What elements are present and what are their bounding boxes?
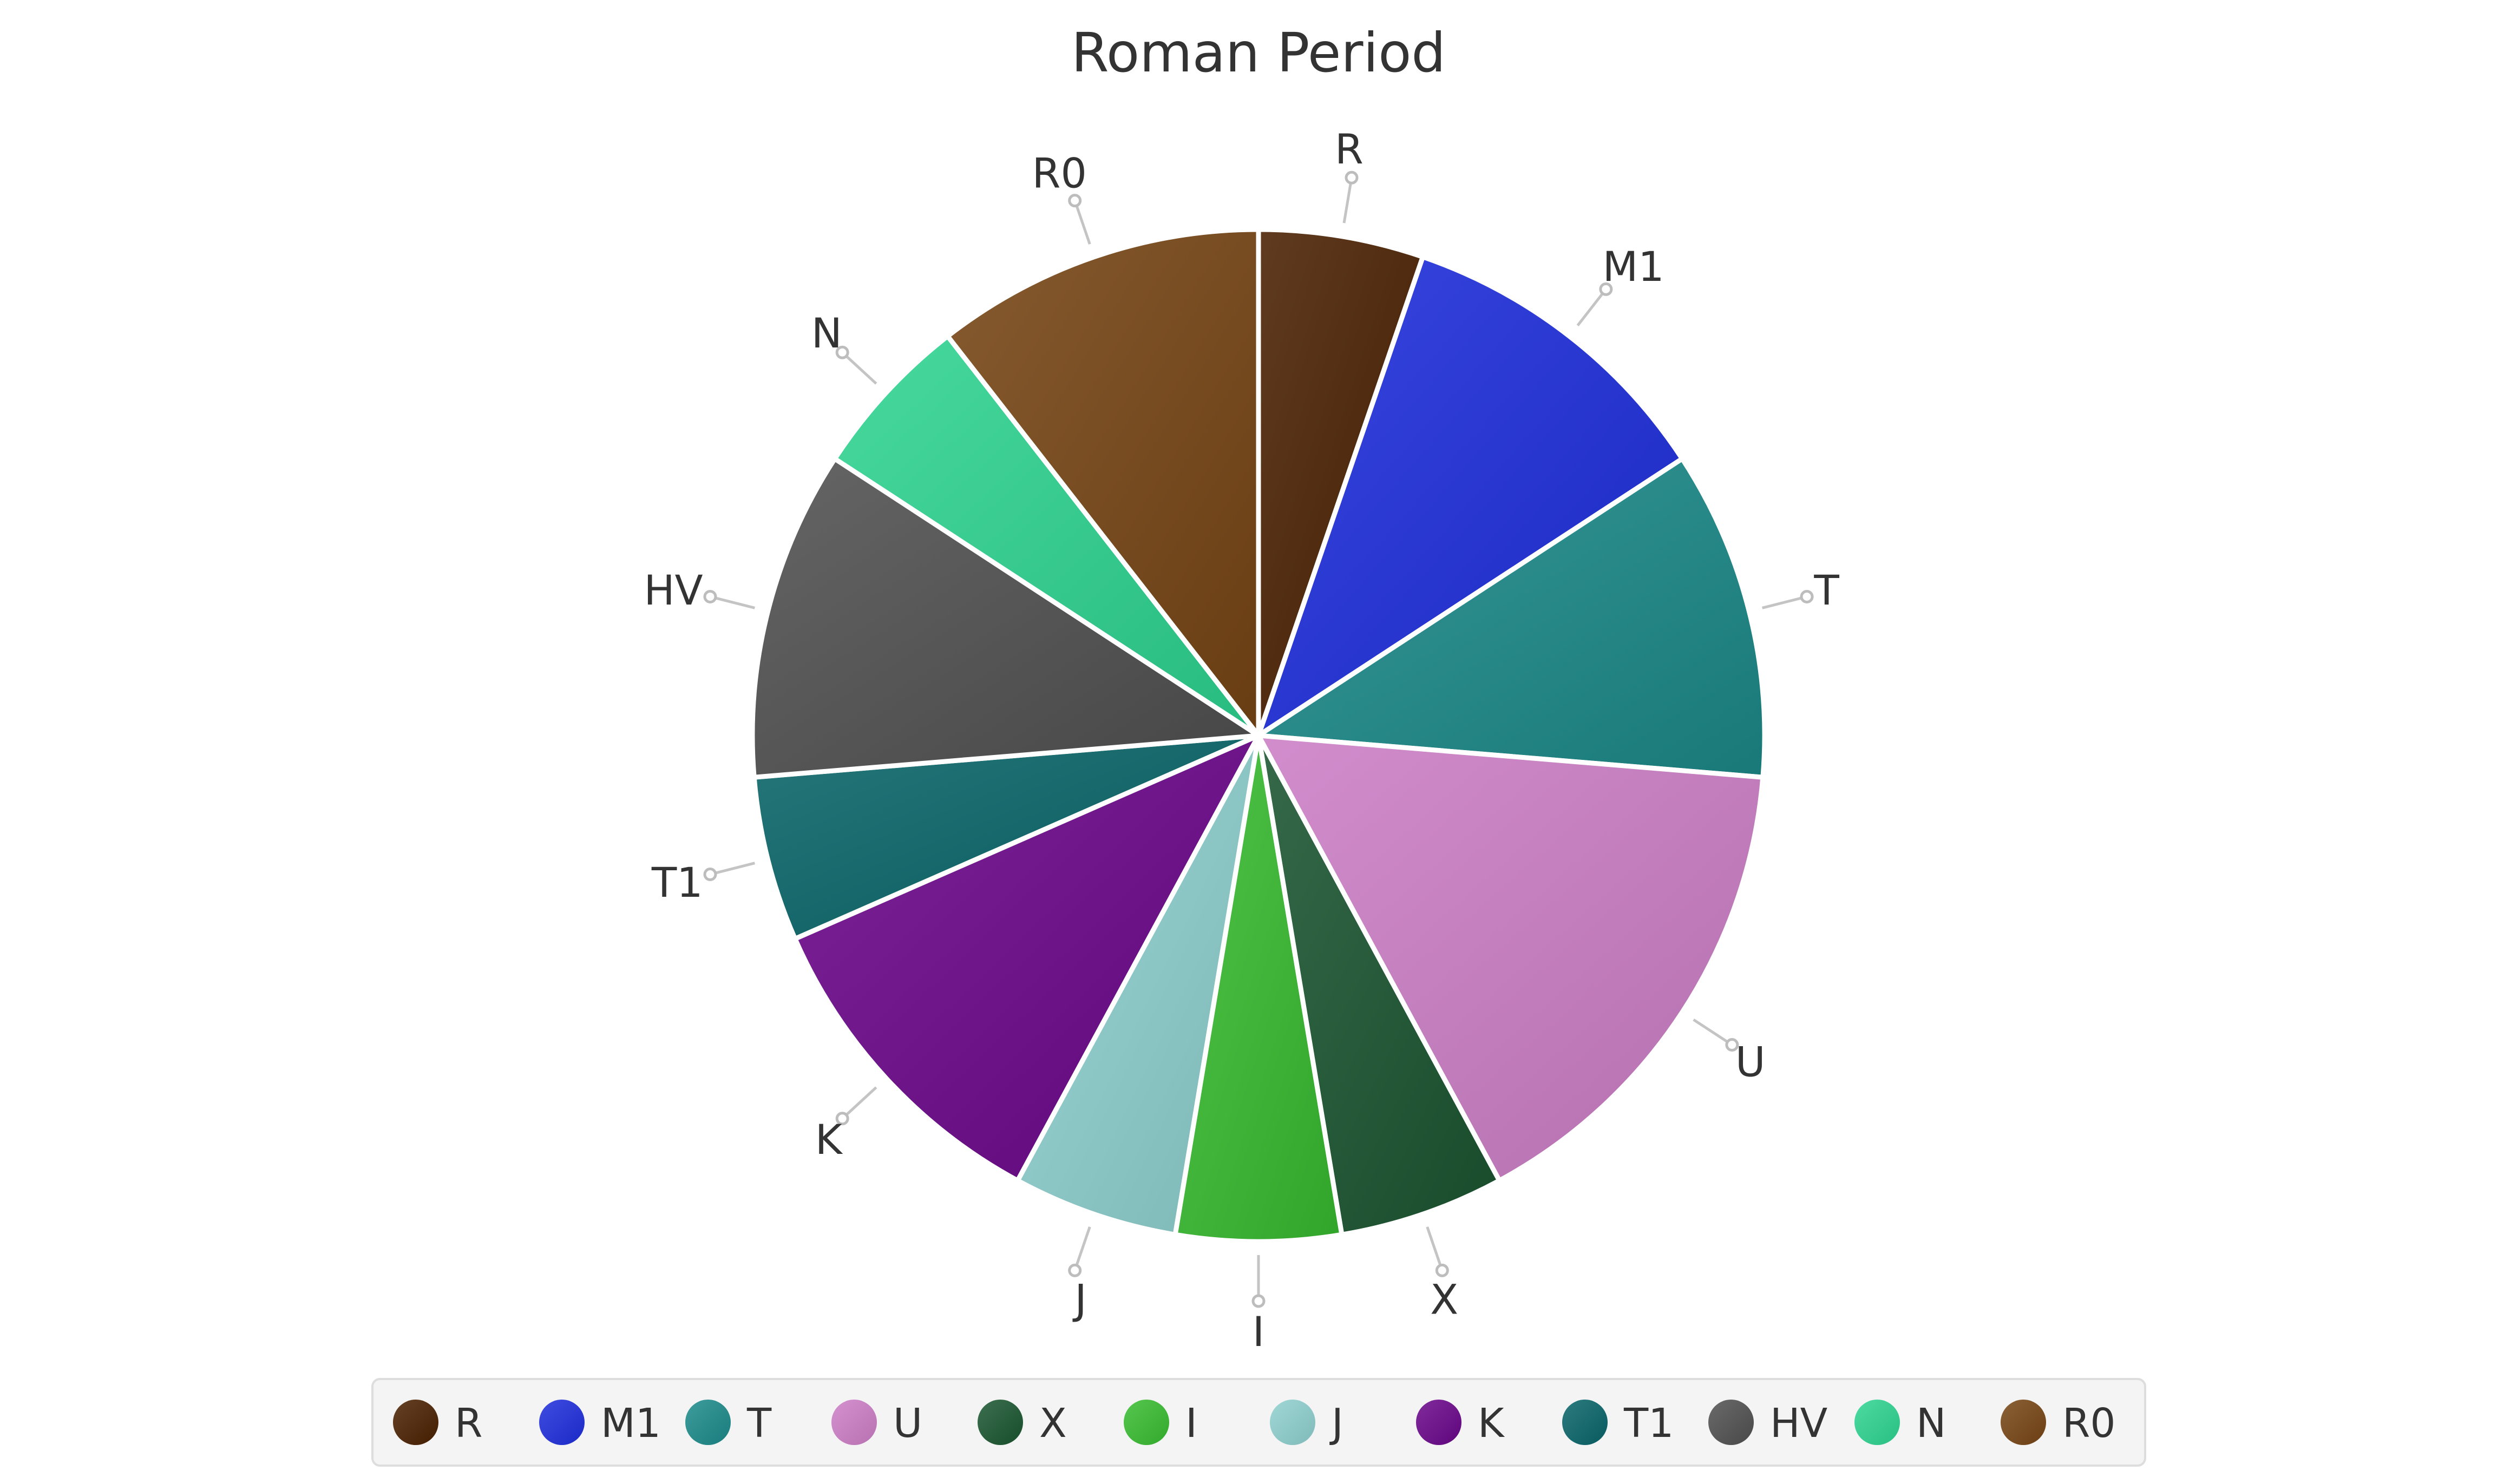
label-leader-dot: [703, 589, 717, 603]
label-leader-dot: [1800, 589, 1814, 603]
slice-labels: R M1 T U X I J K T1 HV N R0: [644, 125, 1840, 1356]
legend-label-hv: HV: [1770, 1400, 1828, 1447]
label-leader-line: [1342, 177, 1353, 224]
label-leader-dot: [1725, 1038, 1739, 1052]
label-leader-dot: [1599, 282, 1613, 296]
label-leader-dot: [703, 868, 717, 882]
slice-label-j: J: [1072, 1275, 1086, 1323]
label-leader-dot: [835, 345, 849, 359]
pie-slice-j: [1015, 733, 1261, 1237]
slice-label-x: X: [1430, 1275, 1458, 1323]
pie-slice-i: [1172, 733, 1345, 1244]
pie-slice-hv: [750, 456, 1261, 780]
legend-label-n: N: [1916, 1400, 1946, 1447]
legend-label-j: J: [1329, 1400, 1343, 1447]
pie-slice-u: [1256, 733, 1766, 1183]
legend-marker-hv: [1708, 1400, 1754, 1445]
legend-label-r0: R0: [2062, 1400, 2116, 1447]
label-leader-line: [1073, 200, 1091, 245]
pie-slice-r0: [945, 227, 1261, 738]
legend-marker-t1: [1562, 1400, 1608, 1445]
legend-label-u: U: [893, 1400, 922, 1447]
label-leader-dot: [1068, 1263, 1082, 1277]
pie-slices: [750, 227, 1767, 1244]
label-leader-line: [1426, 1226, 1444, 1271]
label-leader-line: [1576, 288, 1607, 326]
label-leader-line: [1693, 1018, 1733, 1046]
label-leader-dot: [1068, 194, 1082, 208]
pie-slice-m1: [1256, 254, 1685, 738]
label-leader-dot: [835, 1112, 849, 1126]
slice-label-r0: R0: [1032, 149, 1087, 198]
slice-label-n: N: [811, 309, 842, 357]
label-leader-line: [710, 595, 755, 609]
slice-label-i: I: [1253, 1308, 1264, 1356]
legend-label-t1: T1: [1623, 1400, 1674, 1447]
slice-label-t1: T1: [651, 858, 703, 907]
legend-marker-u: [831, 1400, 877, 1445]
label-leader-line: [710, 862, 755, 876]
legend-label-i: I: [1185, 1400, 1197, 1447]
legend-label-k: K: [1478, 1400, 1505, 1447]
pie-slice-n: [832, 333, 1261, 738]
slice-label-hv: HV: [644, 566, 703, 614]
legend-marker-m1: [539, 1400, 585, 1445]
legend-marker-i: [1124, 1400, 1169, 1445]
label-leader-line: [1762, 595, 1807, 609]
slice-label-u: U: [1735, 1038, 1766, 1086]
legend-label-t: T: [746, 1400, 772, 1447]
label-leader-dot: [1251, 1294, 1266, 1308]
slice-label-r: R: [1335, 125, 1364, 173]
legend-box: [371, 1378, 2146, 1467]
slice-label-m1: M1: [1603, 242, 1664, 291]
label-leader-line: [841, 1086, 877, 1120]
legend-marker-k: [1416, 1400, 1461, 1445]
label-leader-line: [841, 351, 877, 385]
slice-label-t: T: [1813, 566, 1839, 614]
pie-slice-x: [1256, 733, 1502, 1237]
legend-marker-x: [978, 1400, 1023, 1445]
label-leader-line: [1073, 1226, 1091, 1271]
pie-slice-k: [792, 733, 1261, 1183]
legend-label-x: X: [1039, 1400, 1067, 1447]
slice-label-k: K: [815, 1115, 843, 1164]
legend-label-r: R: [455, 1400, 482, 1447]
legend-marker-j: [1270, 1400, 1315, 1445]
chart-title: Roman Period: [1071, 21, 1446, 84]
legend: R M1 T U X I J K T1 HV N R0: [371, 1378, 2146, 1467]
legend-marker-r0: [2001, 1400, 2046, 1445]
legend-label-m1: M1: [601, 1400, 661, 1447]
label-leader-dot: [1345, 170, 1359, 185]
legend-marker-t: [685, 1400, 731, 1445]
pie-slice-t1: [751, 733, 1261, 942]
label-leader-dot: [1435, 1263, 1449, 1277]
pie-slice-t: [1256, 456, 1767, 780]
legend-marker-n: [1854, 1400, 1900, 1445]
legend-marker-r: [393, 1400, 438, 1445]
